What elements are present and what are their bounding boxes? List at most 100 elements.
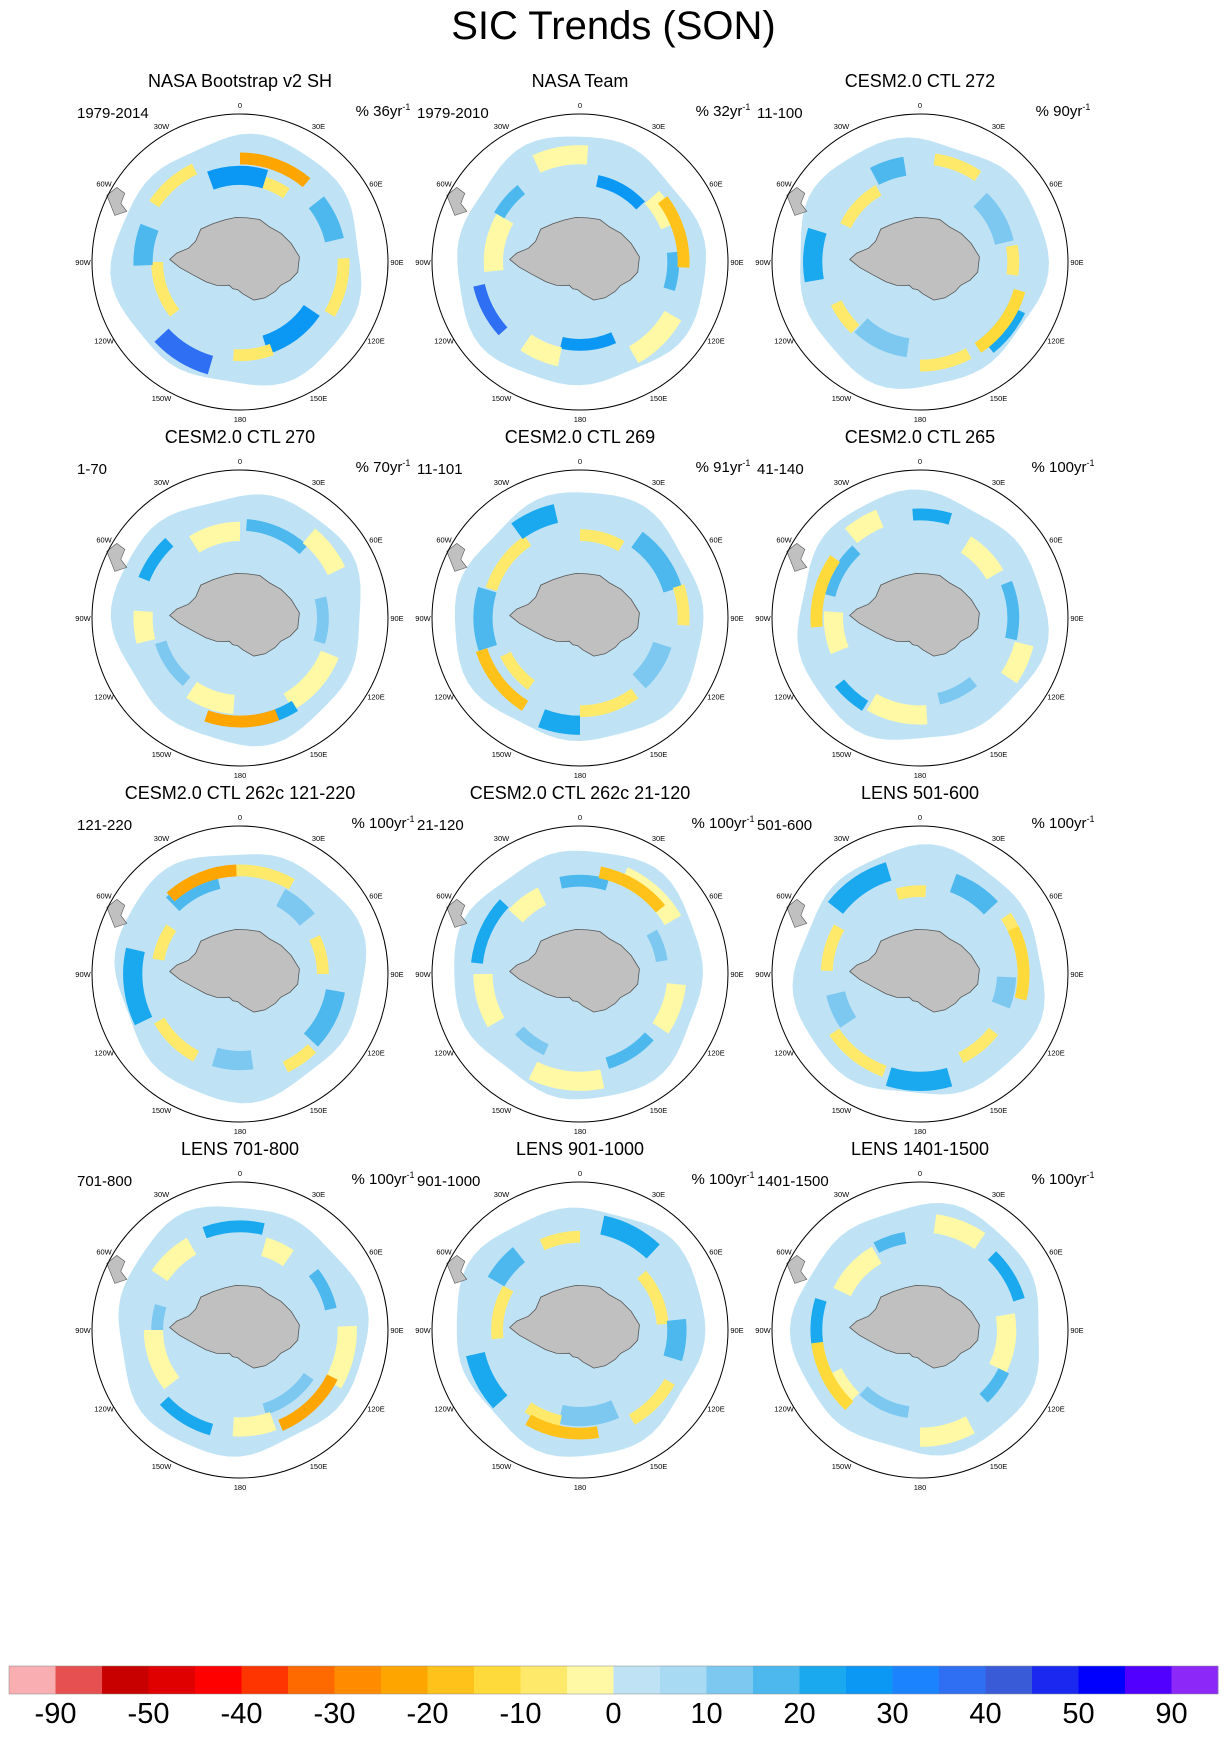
trend-band	[866, 693, 928, 725]
trend-band	[520, 334, 562, 367]
longitude-label: 90W	[755, 614, 771, 623]
panel-period: 1979-2014	[77, 105, 149, 122]
longitude-label: 30W	[834, 478, 850, 487]
panel-scale: % 100yr-1	[351, 1170, 414, 1188]
trend-band	[313, 596, 329, 644]
longitude-label: 150E	[650, 1462, 668, 1471]
colorbar-swatch	[846, 1666, 893, 1694]
trend-band	[471, 899, 509, 964]
colorbar-swatch	[753, 1666, 800, 1694]
longitude-label: 150W	[152, 1462, 173, 1471]
trend-band	[885, 1067, 953, 1091]
map-panel: 0 30E 60E 90E 120E 150E 180 150W 120W 90W 60W 30W CE…	[415, 783, 754, 1136]
longitude-label: 30W	[154, 122, 170, 131]
longitude-label: 120W	[94, 1049, 115, 1058]
longitude-label: 30E	[652, 478, 665, 487]
trend-band	[303, 989, 345, 1047]
longitude-label: 150W	[492, 1106, 513, 1115]
panel-scale-exponent: -1	[407, 814, 415, 824]
longitude-label: 30W	[834, 1190, 850, 1199]
map-boundary-circle	[771, 1181, 1069, 1479]
longitude-label: 150E	[650, 750, 668, 759]
longitude-label: 60E	[1049, 180, 1062, 189]
trend-band	[637, 1270, 669, 1325]
panel-scale-exponent: -1	[402, 102, 410, 112]
map-panel: 0 30E 60E 90E 120E 150E 180 150W 120W 90W 60W 30W LE…	[755, 783, 1094, 1136]
trend-band	[525, 1414, 600, 1440]
panel-title: CESM2.0 CTL 262c 121-220	[125, 783, 355, 803]
longitude-label: 60E	[369, 1248, 382, 1257]
colorbar-swatch	[102, 1666, 149, 1694]
map-panel: 0 30E 60E 90E 120E 150E 180 150W 120W 90W 60W 30W NA…	[415, 71, 750, 424]
trend-band	[308, 1268, 337, 1311]
trend-band	[628, 1378, 675, 1425]
trend-band	[652, 983, 686, 1034]
panel-title: LENS 901-1000	[516, 1139, 644, 1159]
longitude-label: 60E	[369, 536, 382, 545]
colorbar-tick-label: 50	[1062, 1698, 1094, 1730]
trend-band	[189, 521, 240, 553]
colorbar-swatch	[660, 1666, 707, 1694]
longitude-label: 150E	[990, 750, 1008, 759]
longitude-label: 90E	[1070, 970, 1083, 979]
panel-scale-exponent: -1	[747, 1170, 755, 1180]
map-boundary-circle	[431, 113, 729, 411]
longitude-label: 90E	[730, 614, 743, 623]
trend-band	[979, 1368, 1010, 1403]
longitude-label: 180	[574, 415, 587, 424]
south-america-landmass	[786, 1255, 808, 1284]
longitude-label: 120E	[367, 1049, 385, 1058]
antarctica-landmass	[509, 928, 640, 1013]
panel-period: 1401-1500	[757, 1173, 829, 1190]
trend-band	[276, 889, 315, 926]
longitude-label: 60W	[96, 180, 112, 189]
trend-band	[538, 709, 580, 735]
trend-band	[933, 153, 982, 182]
longitude-label: 180	[914, 415, 927, 424]
longitude-label: 150E	[990, 394, 1008, 403]
trend-band	[580, 688, 639, 718]
colorbar-swatch	[195, 1666, 242, 1694]
trend-band	[278, 1374, 338, 1431]
trend-band	[663, 251, 680, 291]
trend-band	[646, 929, 668, 962]
longitude-label: 120W	[774, 337, 795, 346]
trend-band	[154, 1017, 200, 1062]
longitude-label: 90W	[75, 258, 91, 267]
longitude-label: 90W	[755, 970, 771, 979]
trend-band	[1000, 580, 1020, 641]
longitude-label: 90W	[415, 258, 431, 267]
longitude-label: 90W	[415, 614, 431, 623]
trend-band	[960, 536, 1004, 580]
panel-scale: % 100yr-1	[351, 814, 414, 832]
map-panel: 0 30E 60E 90E 120E 150E 180 150W 120W 90W 60W 30W CE…	[415, 427, 750, 780]
longitude-label: 30W	[154, 1190, 170, 1199]
longitude-label: 120W	[434, 693, 455, 702]
longitude-label: 90E	[730, 970, 743, 979]
trend-band	[233, 344, 274, 362]
colorbar-tick-label: 0	[605, 1698, 621, 1730]
trend-band	[302, 528, 346, 576]
trend-band	[138, 537, 174, 582]
longitude-label: 0	[918, 101, 922, 110]
antarctica-landmass	[849, 928, 980, 1013]
panel-scale-exponent: -1	[1087, 1170, 1095, 1180]
panel-scale-exponent: -1	[1082, 102, 1090, 112]
panel-title: CESM2.0 CTL 270	[165, 427, 315, 447]
panel-period: 11-101	[417, 461, 463, 478]
longitude-label: 60W	[436, 892, 452, 901]
trend-band	[154, 328, 214, 375]
panel-period: 901-1000	[417, 1173, 480, 1190]
trend-band	[207, 165, 269, 190]
map-boundary-circle	[91, 825, 389, 1123]
longitude-label: 150W	[152, 750, 173, 759]
colorbar-swatch	[939, 1666, 986, 1694]
panel-period: 11-100	[757, 105, 803, 122]
longitude-label: 180	[574, 1483, 587, 1492]
longitude-label: 0	[918, 1169, 922, 1178]
longitude-label: 90W	[755, 1326, 771, 1335]
trend-band	[473, 283, 508, 336]
map-panel: 0 30E 60E 90E 120E 150E 180 150W 120W 90W 60W 30W CE…	[75, 783, 414, 1136]
longitude-label: 120W	[774, 693, 795, 702]
